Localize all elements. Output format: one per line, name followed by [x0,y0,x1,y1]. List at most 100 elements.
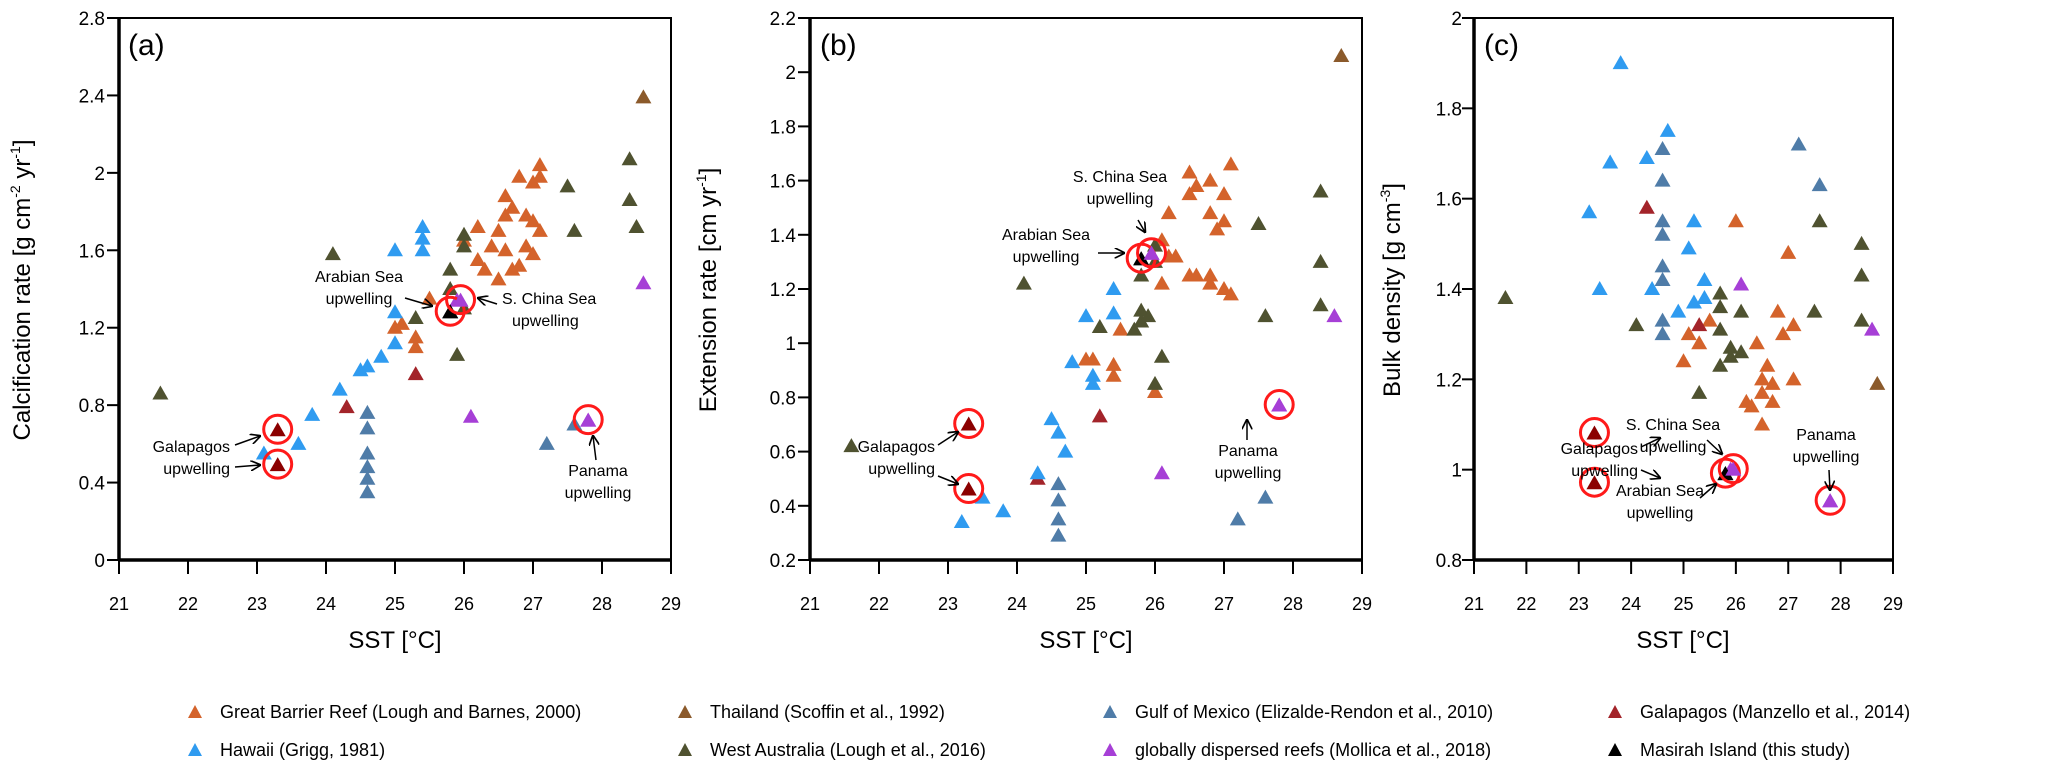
data-point-gbr [1147,383,1163,398]
highlight-point-global [1822,493,1839,508]
svg-text:upwelling: upwelling [512,313,579,330]
data-point-thailand [1333,47,1350,62]
x-axis-label: SST [°C] [1636,627,1729,654]
highlight-ring [572,404,604,436]
y-tick-label: 1.6 [1436,190,1462,211]
data-point-gbr [531,168,548,183]
legend-label: Hawaii (Grigg, 1981) [220,740,385,760]
data-point-global [1864,321,1881,336]
highlight-ring [262,413,294,445]
highlight-point-masirah [1133,251,1150,266]
y-tick-label: 2 [785,63,796,84]
annotation-s-china-sea: S. China Sea upwelling [478,291,596,330]
x-tick-label: 22 [869,594,889,614]
data-point-gbr [1785,371,1802,386]
y-tick-label: 0.4 [770,497,797,518]
data-point-wa [1497,290,1514,305]
data-point-gbr [504,261,521,276]
svg-text:Galapagos: Galapagos [1561,441,1638,458]
data-point-gbr [1675,353,1692,368]
y-tick-label: 2 [94,164,105,185]
x-tick-label: 28 [1283,594,1303,614]
data-point-gbr [518,207,535,222]
svg-text:Galapagos: Galapagos [858,439,935,456]
annotation-panama: Panama upwelling [1793,427,1859,490]
x-tick-label: 25 [1076,594,1096,614]
data-point-wa [843,438,860,453]
highlight-point-galapagos [1586,475,1603,490]
y-tick-label: 1.6 [770,172,796,193]
data-point-gbr [1222,156,1239,171]
data-point-gbr [525,213,541,228]
legend-label: West Australia (Lough et al., 2016) [710,740,986,760]
data-point-gbr [1754,416,1771,431]
data-point-gom [1790,136,1807,151]
data-point-global [1326,308,1343,323]
data-point-gom [359,470,376,485]
data-point-wa [559,178,576,193]
y-tick-label: 2.2 [770,9,796,30]
data-point-gbr [518,238,535,253]
data-point-gbr [1181,164,1198,179]
data-point-gom [1654,213,1671,228]
highlight-ring [1717,453,1749,485]
data-point-gbr [476,261,493,276]
svg-text:S. China Sea: S. China Sea [1626,417,1720,434]
svg-text:Galapagos: Galapagos [153,439,230,456]
data-point-gbr [1691,335,1708,350]
highlight-point-galapagos [269,457,286,472]
data-point-gbr [511,257,528,272]
axes: 21 22 23 24 25 26 27 28 29 0 0.4 0.8 1.2 1.6 2 2.4 2.8 [79,9,681,614]
legend-label: Great Barrier Reef (Lough and Barnes, 20… [220,702,581,722]
data-marks [843,47,1350,542]
highlight-point-galapagos [269,422,286,437]
data-point-gbr [393,315,410,330]
data-point-hawaii [953,514,970,529]
data-point-hawaii [1659,122,1676,137]
data-point-gom [1050,527,1067,542]
annotation-panama: Panama upwelling [565,436,631,502]
data-marks [152,89,652,499]
x-tick-label: 26 [454,594,474,614]
highlight-ring [953,473,985,505]
data-point-gom [1654,326,1671,341]
data-point-wa [1712,285,1729,300]
data-point-gbr [497,242,514,257]
x-tick-label: 29 [1883,594,1903,614]
data-point-gom [359,420,376,435]
data-point-gbr [1764,375,1781,390]
x-tick-label: 25 [1673,594,1693,614]
x-tick-label: 24 [1621,594,1641,614]
data-point-hawaii [387,335,403,350]
svg-text:Arabian Sea: Arabian Sea [1002,227,1090,244]
data-point-wa [1250,215,1267,230]
annotation-panama: Panama upwelling [1215,420,1281,482]
legend-label: Thailand (Scoffin et al., 1992) [710,702,945,722]
y-tick-label: 0.4 [79,474,106,495]
x-tick-label: 28 [1831,594,1851,614]
x-tick-label: 24 [316,594,336,614]
legend-item-galapagos: Galapagos (Manzello et al., 2014) [1608,702,1910,722]
data-point-wa [1628,317,1645,332]
data-point-galapagos [1091,408,1108,423]
svg-text:Arabian Sea: Arabian Sea [1616,483,1704,500]
data-point-wa [1853,235,1870,250]
highlight-point-global [1271,397,1288,412]
legend-marker [1608,705,1622,718]
data-point-wa [1126,321,1143,336]
y-tick-label: 1.8 [1436,99,1462,120]
data-point-gbr [1759,357,1776,372]
data-point-gbr [1743,398,1760,413]
svg-text:upwelling: upwelling [163,461,230,478]
panel-label: (a) [128,29,165,62]
data-point-wa [407,310,424,325]
data-point-wa [1712,321,1729,336]
x-tick-label: 23 [247,594,267,614]
svg-text:upwelling: upwelling [1640,439,1707,456]
data-point-wa [1811,213,1828,228]
data-point-gbr [497,207,514,222]
data-point-hawaii [1685,213,1702,228]
y-tick-label: 1 [1451,461,1462,482]
data-point-hawaii [373,348,390,363]
